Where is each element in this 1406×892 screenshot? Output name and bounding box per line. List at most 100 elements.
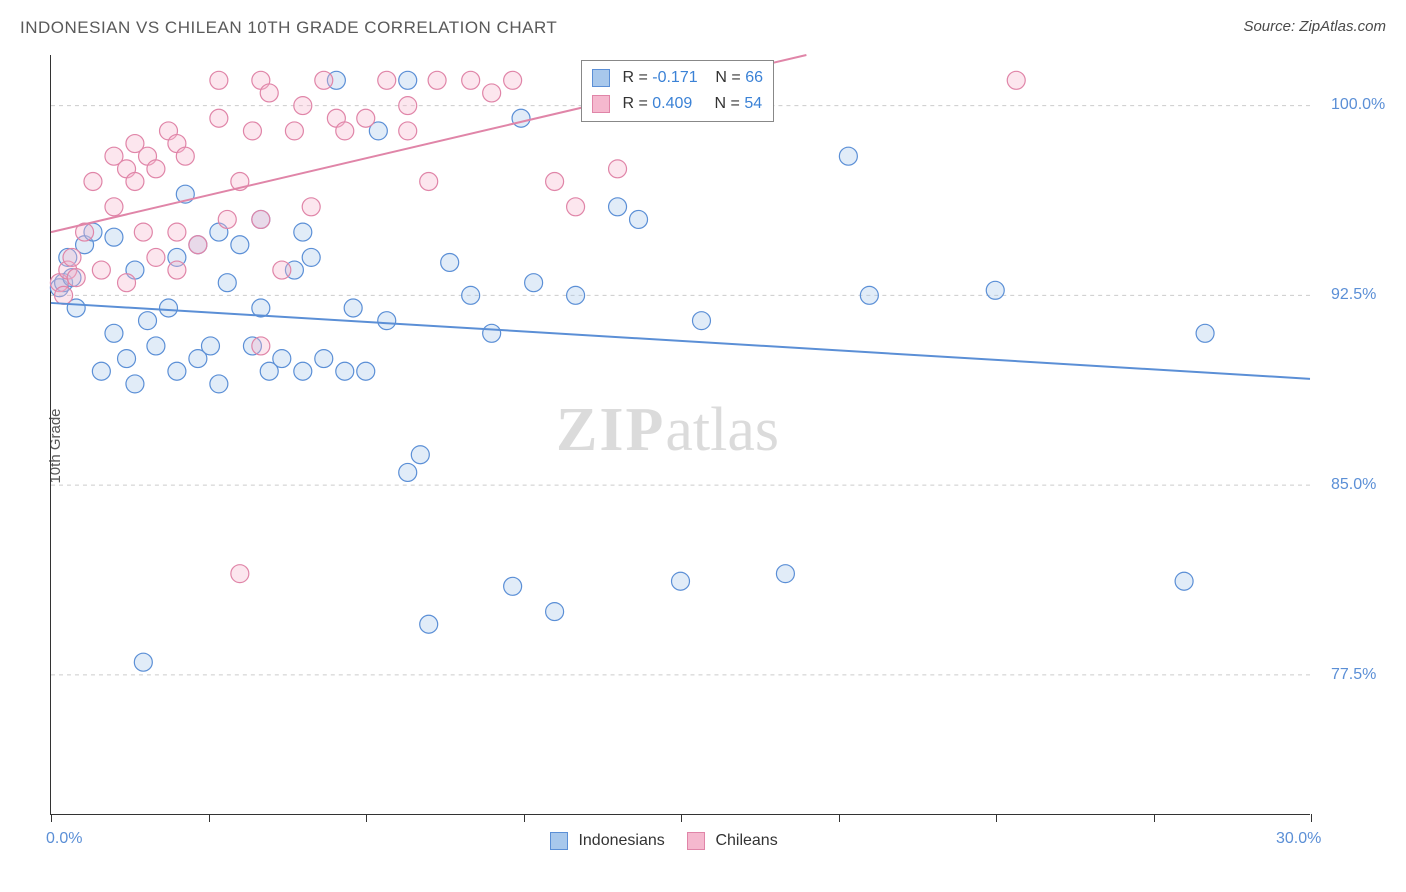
- y-tick-label: 92.5%: [1331, 286, 1376, 304]
- data-point: [344, 299, 362, 317]
- data-point: [462, 286, 480, 304]
- x-tick: [366, 814, 367, 822]
- data-point: [92, 261, 110, 279]
- data-point: [218, 210, 236, 228]
- x-tick: [681, 814, 682, 822]
- data-point: [139, 312, 157, 330]
- data-point: [210, 71, 228, 89]
- data-point: [378, 71, 396, 89]
- data-point: [512, 109, 530, 127]
- swatch-icon: [592, 69, 610, 87]
- data-point: [546, 603, 564, 621]
- data-point: [411, 446, 429, 464]
- x-tick: [1311, 814, 1312, 822]
- data-point: [302, 248, 320, 266]
- data-point: [273, 350, 291, 368]
- data-point: [462, 71, 480, 89]
- data-point: [252, 337, 270, 355]
- x-axis-max-label: 30.0%: [1276, 830, 1321, 848]
- data-point: [441, 253, 459, 271]
- y-tick-label: 85.0%: [1331, 476, 1376, 494]
- stats-row-chileans: R = 0.409 N = 54: [592, 91, 763, 117]
- stats-row-indonesians: R = -0.171 N = 66: [592, 65, 763, 91]
- x-tick: [209, 814, 210, 822]
- x-tick: [51, 814, 52, 822]
- data-point: [1196, 324, 1214, 342]
- data-point: [176, 147, 194, 165]
- data-point: [630, 210, 648, 228]
- data-point: [315, 71, 333, 89]
- data-point: [126, 375, 144, 393]
- data-point: [294, 362, 312, 380]
- x-tick: [996, 814, 997, 822]
- data-point: [315, 350, 333, 368]
- data-point: [399, 71, 417, 89]
- data-point: [294, 97, 312, 115]
- data-point: [147, 337, 165, 355]
- data-point: [483, 324, 501, 342]
- data-point: [399, 463, 417, 481]
- data-point: [210, 109, 228, 127]
- data-point: [546, 173, 564, 191]
- data-point: [302, 198, 320, 216]
- data-point: [483, 84, 501, 102]
- data-point: [243, 122, 261, 140]
- data-point: [210, 375, 228, 393]
- data-point: [134, 653, 152, 671]
- data-point: [105, 198, 123, 216]
- data-point: [134, 223, 152, 241]
- correlation-stats-box: R = -0.171 N = 66 R = 0.409 N = 54: [581, 60, 774, 122]
- plot-area: ZIPatlas R = -0.171 N = 66 R = 0.409 N =…: [50, 55, 1310, 815]
- swatch-icon: [687, 832, 705, 850]
- data-point: [168, 362, 186, 380]
- data-point: [231, 236, 249, 254]
- data-point: [378, 312, 396, 330]
- data-point: [126, 173, 144, 191]
- data-point: [428, 71, 446, 89]
- data-point: [567, 198, 585, 216]
- data-point: [118, 274, 136, 292]
- swatch-icon: [592, 95, 610, 113]
- data-point: [609, 160, 627, 178]
- data-point: [252, 210, 270, 228]
- data-point: [420, 615, 438, 633]
- chart-title: INDONESIAN VS CHILEAN 10TH GRADE CORRELA…: [20, 18, 557, 37]
- data-point: [357, 362, 375, 380]
- data-point: [92, 362, 110, 380]
- data-point: [672, 572, 690, 590]
- legend-label-chileans: Chileans: [715, 832, 777, 849]
- data-point: [567, 286, 585, 304]
- data-point: [260, 84, 278, 102]
- data-point: [67, 269, 85, 287]
- data-point: [1175, 572, 1193, 590]
- r-value-chileans: 0.409: [652, 95, 692, 112]
- data-point: [168, 261, 186, 279]
- data-point: [105, 228, 123, 246]
- scatter-svg: [51, 55, 1310, 814]
- bottom-legend: Indonesians Chileans: [550, 832, 778, 850]
- data-point: [986, 281, 1004, 299]
- y-tick-label: 100.0%: [1331, 96, 1385, 114]
- y-tick-label: 77.5%: [1331, 666, 1376, 684]
- trend-line: [51, 303, 1310, 379]
- data-point: [84, 173, 102, 191]
- n-value-chileans: 54: [744, 95, 762, 112]
- data-point: [504, 577, 522, 595]
- data-point: [504, 71, 522, 89]
- data-point: [776, 565, 794, 583]
- data-point: [147, 160, 165, 178]
- data-point: [218, 274, 236, 292]
- data-point: [609, 198, 627, 216]
- data-point: [1007, 71, 1025, 89]
- data-point: [420, 173, 438, 191]
- data-point: [201, 337, 219, 355]
- data-point: [399, 122, 417, 140]
- data-point: [336, 362, 354, 380]
- swatch-icon: [550, 832, 568, 850]
- data-point: [147, 248, 165, 266]
- data-point: [105, 324, 123, 342]
- data-point: [273, 261, 291, 279]
- x-axis-min-label: 0.0%: [46, 830, 82, 848]
- data-point: [692, 312, 710, 330]
- data-point: [399, 97, 417, 115]
